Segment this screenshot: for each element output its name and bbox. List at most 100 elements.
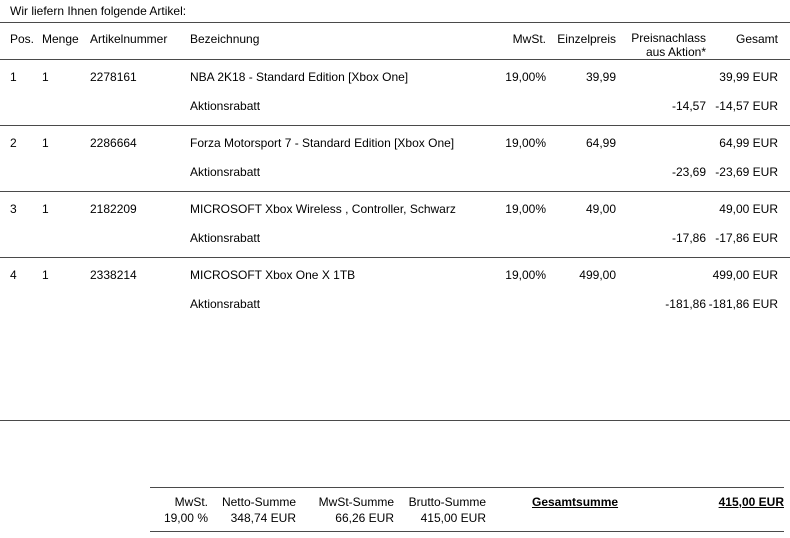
col-header-preisnachlass: Preisnachlass aus Aktion* [616,31,706,59]
summary-gesamtsumme-value: 415,00 EUR [718,495,784,509]
table-header-row: Pos. Menge Artikelnummer Bezeichnung MwS… [0,23,790,59]
item-gesamt: 499,00 EUR [712,268,778,282]
discount-preisnachlass: -14,57 [671,99,706,113]
divider-middle [0,420,790,421]
item-pos: 4 [10,268,17,282]
summary-netto-label: Netto-Summe [221,495,296,509]
discount-spacer [90,98,190,114]
col-header-artikelnummer: Artikelnummer [90,32,168,46]
item-preisnachlass [616,201,706,217]
item-bezeichnung: NBA 2K18 - Standard Edition [Xbox One] [190,70,409,84]
col-header-gesamt: Gesamt [735,32,778,46]
summary-mwst-summe-label: MwSt-Summe [318,495,394,509]
discount-spacer [10,230,42,246]
discount-label: Aktionsrabatt [190,231,261,245]
discount-gesamt: -23,69 EUR [715,165,778,179]
discount-spacer [42,164,90,180]
item-einzelpreis: 39,99 [585,70,616,84]
discount-row: Aktionsrabatt -181,86 -181,86 EUR [0,283,790,323]
item-bezeichnung: MICROSOFT Xbox One X 1TB [190,268,356,282]
discount-spacer [546,296,616,312]
item-mwst: 19,00% [505,202,546,216]
col-header-preisnachlass-line1: Preisnachlass [631,31,706,45]
item-block-3: 3 1 2182209 MICROSOFT Xbox Wireless , Co… [0,192,790,258]
discount-gesamt: -181,86 EUR [708,297,778,311]
summary-mwst-summe-value: 66,26 EUR [335,511,394,525]
discount-spacer [10,164,42,180]
item-preisnachlass [616,135,706,151]
discount-spacer [42,296,90,312]
item-pos: 2 [10,136,17,150]
summary-gesamtsumme-label: Gesamtsumme [532,495,619,509]
item-bezeichnung: MICROSOFT Xbox Wireless , Controller, Sc… [190,202,456,216]
summary-header-row: MwSt. Netto-Summe MwSt-Summe Brutto-Summ… [150,488,784,510]
summary-mwst-value: 19,00 % [163,511,208,525]
summary-netto-value: 348,74 EUR [230,511,296,525]
item-artikelnummer: 2338214 [90,268,137,282]
item-bezeichnung: Forza Motorsport 7 - Standard Edition [X… [190,136,455,150]
col-header-menge: Menge [42,32,79,46]
item-artikelnummer: 2182209 [90,202,137,216]
summary-section: MwSt. Netto-Summe MwSt-Summe Brutto-Summ… [150,487,784,532]
summary-brutto-value: 415,00 EUR [420,511,486,525]
col-header-bezeichnung: Bezeichnung [190,32,260,46]
divider-top [0,22,790,23]
divider-header [0,59,790,60]
item-block-2: 2 1 2286664 Forza Motorsport 7 - Standar… [0,126,790,192]
col-header-preisnachlass-line2: aus Aktion* [645,45,706,59]
item-gesamt: 49,00 EUR [719,202,778,216]
item-row: 2 1 2286664 Forza Motorsport 7 - Standar… [0,126,790,151]
item-gesamt: 39,99 EUR [719,70,778,84]
item-einzelpreis: 64,99 [585,136,616,150]
discount-spacer [486,296,546,312]
item-pos: 1 [10,70,17,84]
discount-gesamt: -17,86 EUR [715,231,778,245]
discount-spacer [90,164,190,180]
summary-mwst-label: MwSt. [174,495,208,509]
item-menge: 1 [42,268,49,282]
discount-spacer [90,230,190,246]
summary-spacer [644,510,784,525]
intro-text: Wir liefern Ihnen folgende Artikel: [10,4,187,18]
item-menge: 1 [42,70,49,84]
discount-label: Aktionsrabatt [190,99,261,113]
item-einzelpreis: 499,00 [579,268,616,282]
item-mwst: 19,00% [505,136,546,150]
item-mwst: 19,00% [505,70,546,84]
item-menge: 1 [42,202,49,216]
discount-row: Aktionsrabatt -14,57 -14,57 EUR [0,85,790,125]
item-mwst: 19,00% [505,268,546,282]
item-block-4: 4 1 2338214 MICROSOFT Xbox One X 1TB 19,… [0,258,790,323]
item-gesamt: 64,99 EUR [719,136,778,150]
col-header-mwst: MwSt. [512,32,546,46]
discount-label: Aktionsrabatt [190,297,261,311]
col-header-einzelpreis: Einzelpreis [557,32,616,46]
item-preisnachlass [616,69,706,85]
discount-spacer [90,296,190,312]
item-artikelnummer: 2286664 [90,136,137,150]
item-pos: 3 [10,202,17,216]
discount-spacer [42,98,90,114]
discount-gesamt: -14,57 EUR [715,99,778,113]
summary-value-row: 19,00 % 348,74 EUR 66,26 EUR 415,00 EUR [150,510,784,531]
discount-spacer [486,164,546,180]
item-block-1: 1 1 2278161 NBA 2K18 - Standard Edition … [0,60,790,126]
discount-label: Aktionsrabatt [190,165,261,179]
discount-spacer [42,230,90,246]
discount-preisnachlass: -17,86 [671,231,706,245]
discount-spacer [486,98,546,114]
summary-brutto-label: Brutto-Summe [408,495,486,509]
discount-row: Aktionsrabatt -23,69 -23,69 EUR [0,151,790,191]
summary-spacer [486,510,644,525]
discount-spacer [10,296,42,312]
discount-spacer [10,98,42,114]
discount-spacer [546,164,616,180]
discount-preisnachlass: -23,69 [671,165,706,179]
discount-spacer [546,230,616,246]
discount-spacer [546,98,616,114]
item-menge: 1 [42,136,49,150]
item-artikelnummer: 2278161 [90,70,137,84]
item-preisnachlass [616,267,706,283]
discount-spacer [486,230,546,246]
